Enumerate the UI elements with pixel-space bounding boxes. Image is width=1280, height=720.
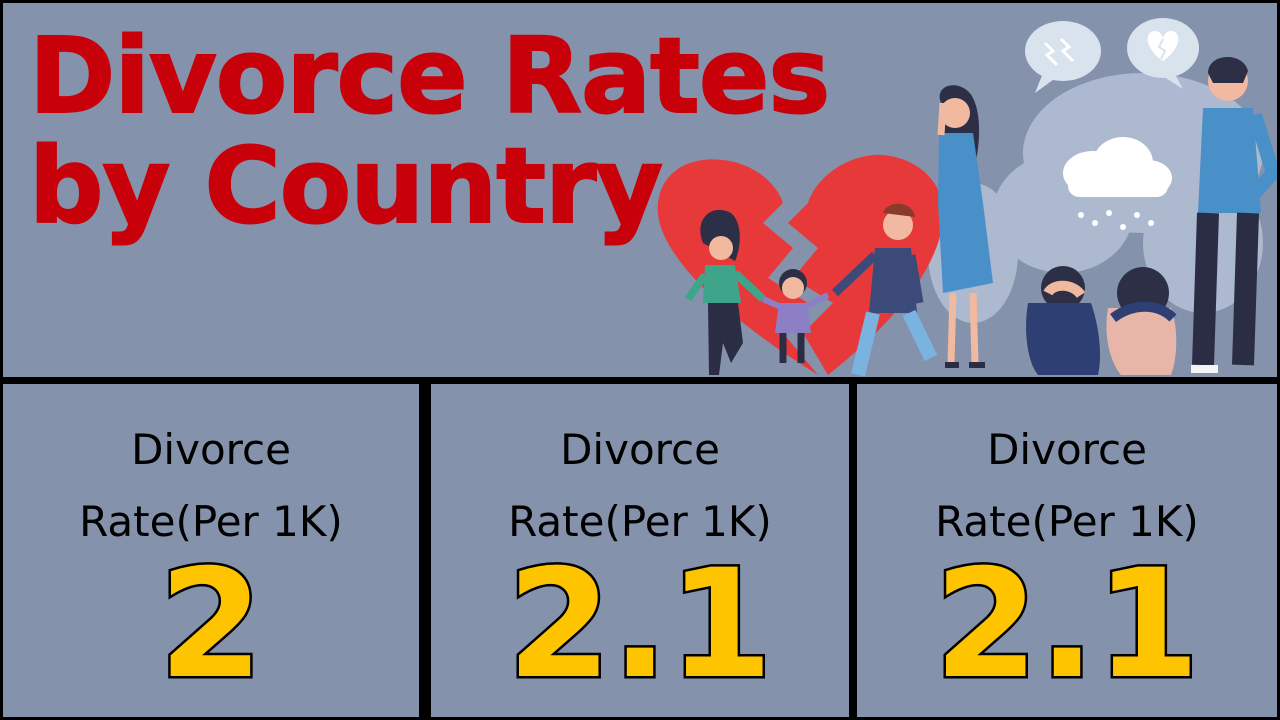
stat-value: 2 <box>156 538 265 712</box>
page-title: Divorce Rates by Country <box>28 15 831 247</box>
child-figure <box>761 269 830 363</box>
stat-label: Divorce Rate(Per 1K) <box>431 414 849 558</box>
stat-label-line-2: Rate(Per 1K) <box>508 497 772 546</box>
stat-label-line-1: Divorce <box>131 425 291 474</box>
panels-row: Divorce Rate(Per 1K) 2 Divorce Rate(Per … <box>0 384 1280 720</box>
stat-panel-1: Divorce Rate(Per 1K) 2 <box>3 384 419 717</box>
family-divorce-illustration <box>657 18 1277 377</box>
man-turned-away-figure <box>1191 56 1277 373</box>
stat-label-line-2: Rate(Per 1K) <box>935 497 1199 546</box>
crouching-boy-figure <box>1026 266 1101 375</box>
title-line-1: Divorce Rates <box>28 15 831 137</box>
stat-label: Divorce Rate(Per 1K) <box>857 414 1277 558</box>
stat-label-line-2: Rate(Per 1K) <box>79 497 343 546</box>
mother-figure <box>684 209 766 375</box>
header-section: Divorce Rates by Country <box>3 3 1277 377</box>
stat-panel-3: Divorce Rate(Per 1K) 2.1 <box>857 384 1277 717</box>
speech-bubble-broken-heart-icon <box>1127 18 1199 89</box>
rain-cloud-icon <box>1063 137 1172 230</box>
speech-bubble-lightning-icon <box>1025 21 1101 93</box>
crouching-girl-figure <box>1106 267 1177 375</box>
father-figure <box>831 203 938 377</box>
stat-value: 2.1 <box>505 538 776 712</box>
stat-value: 2.1 <box>932 538 1203 712</box>
stat-label-line-1: Divorce <box>987 425 1147 474</box>
stat-label-line-1: Divorce <box>560 425 720 474</box>
stat-label: Divorce Rate(Per 1K) <box>3 414 419 558</box>
stat-panel-2: Divorce Rate(Per 1K) 2.1 <box>431 384 849 717</box>
title-line-2: by Country <box>28 125 664 247</box>
woman-crying-figure <box>937 85 993 368</box>
